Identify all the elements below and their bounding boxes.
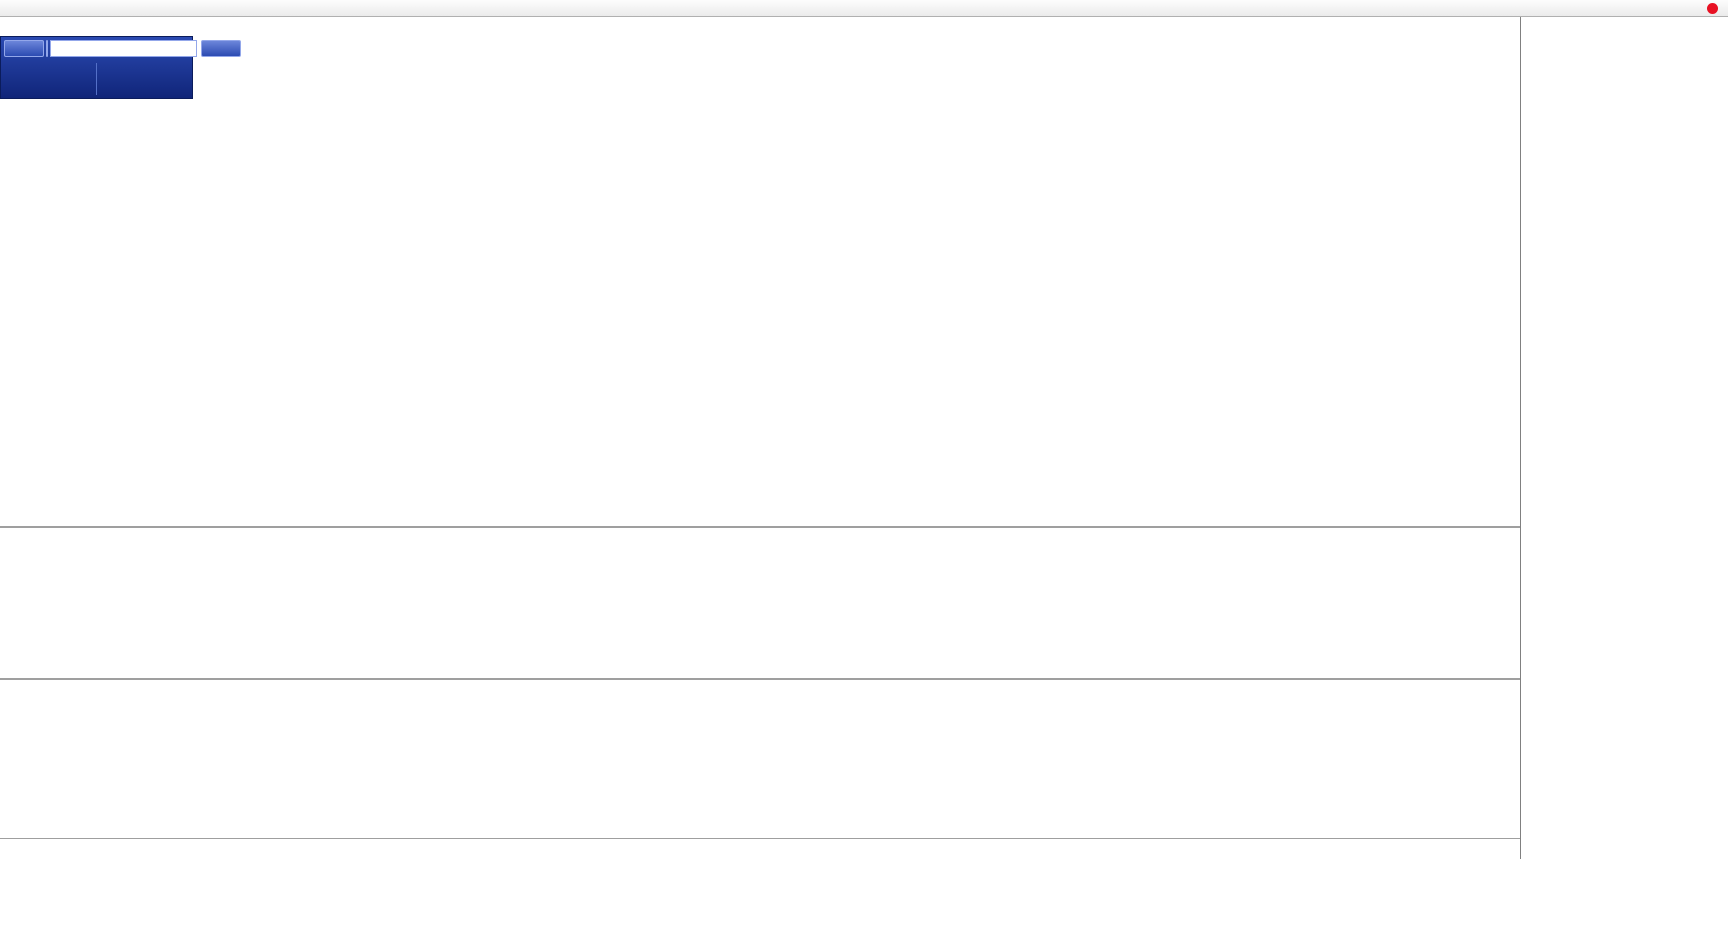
rsi-label bbox=[4, 682, 12, 693]
trade-controls-row bbox=[1, 37, 241, 59]
macd-panel-canvas[interactable] bbox=[0, 528, 1520, 678]
one-click-trading-panel bbox=[0, 36, 241, 99]
price-axis bbox=[1520, 17, 1728, 859]
time-axis-border bbox=[0, 838, 1520, 839]
main-toolbar bbox=[0, 0, 1728, 17]
bid-ask-display bbox=[1, 59, 192, 98]
sell-button[interactable] bbox=[4, 39, 44, 57]
buy-button[interactable] bbox=[201, 39, 241, 57]
price-chart-canvas[interactable] bbox=[0, 17, 1520, 526]
volume-input[interactable] bbox=[50, 39, 197, 57]
notification-dot-icon[interactable] bbox=[1707, 3, 1718, 14]
macd-label bbox=[4, 530, 16, 541]
chart-title bbox=[6, 20, 9, 31]
rsi-panel-canvas[interactable] bbox=[0, 680, 1520, 838]
panel-splitter-macd[interactable] bbox=[0, 526, 1520, 528]
panel-splitter-rsi[interactable] bbox=[0, 678, 1520, 680]
order-type-dropdown[interactable] bbox=[46, 39, 48, 57]
price-divider bbox=[96, 63, 97, 95]
